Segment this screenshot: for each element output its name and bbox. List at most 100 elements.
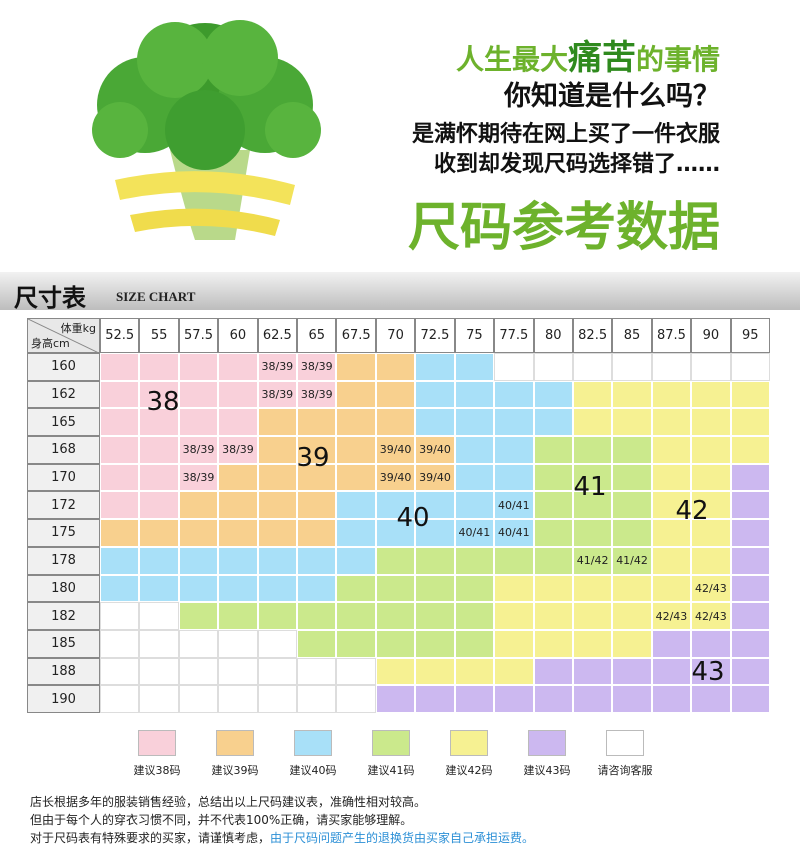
- size-cell: [297, 574, 337, 603]
- size-cell: [730, 657, 770, 686]
- broccoli-illustration: [92, 20, 321, 240]
- size-cell: [178, 602, 219, 630]
- size-cell: [494, 602, 534, 630]
- size-cell: [415, 353, 455, 381]
- size-cell: [257, 629, 298, 658]
- size-cell: 39/40: [375, 463, 416, 492]
- legend-swatch: [372, 730, 410, 756]
- size-cell: [691, 408, 731, 437]
- size-cell: [651, 629, 692, 658]
- size-cell: [533, 491, 573, 520]
- size-cell: 38/39: [297, 380, 337, 409]
- size-cell: [415, 629, 455, 658]
- size-cell: [218, 519, 258, 547]
- size-cell: [691, 380, 731, 409]
- size-cell: [415, 408, 455, 437]
- size-cell: [494, 574, 534, 603]
- size-cell: [139, 519, 179, 547]
- size-cell: [336, 519, 376, 547]
- size-cell: [218, 574, 258, 603]
- size-cell: [100, 353, 140, 381]
- size-cell: [612, 463, 652, 492]
- size-cell: 40/41: [494, 519, 534, 547]
- size-cell: [533, 408, 573, 437]
- text: 的事情: [635, 43, 720, 76]
- size-cell: [100, 519, 140, 547]
- size-cell: [612, 574, 652, 603]
- size-cell: [415, 491, 455, 520]
- size-cell: [572, 380, 613, 409]
- size-cell: [297, 408, 337, 437]
- weight-header: 95: [730, 318, 770, 353]
- size-cell: [730, 436, 770, 464]
- size-cell: [297, 463, 337, 492]
- size-cell: [454, 436, 495, 464]
- size-cell: [336, 436, 376, 464]
- size-cell: 39/40: [375, 436, 416, 464]
- size-cell: [100, 436, 140, 464]
- size-cell: [297, 657, 337, 686]
- weight-header: 57.5: [178, 318, 219, 353]
- size-cell: [375, 519, 416, 547]
- size-cell: [178, 519, 219, 547]
- size-cell: [730, 685, 770, 713]
- size-cell: [178, 574, 219, 603]
- size-cell: [100, 602, 140, 630]
- size-cell: [100, 685, 140, 713]
- size-cell: [218, 602, 258, 630]
- size-cell: [651, 353, 692, 381]
- weight-header: 87.5: [651, 318, 692, 353]
- size-cell: [139, 380, 179, 409]
- height-header: 185: [27, 629, 100, 658]
- weight-header: 55: [139, 318, 179, 353]
- size-cell: [178, 685, 219, 713]
- size-cell: [218, 353, 258, 381]
- size-cell: [139, 657, 179, 686]
- size-cell: [454, 685, 495, 713]
- weight-header: 67.5: [336, 318, 376, 353]
- size-cell: [139, 602, 179, 630]
- size-cell: [494, 408, 534, 437]
- legend-label: 建议40码: [289, 764, 337, 777]
- size-cell: [651, 574, 692, 603]
- zone-label: 38: [146, 387, 180, 417]
- size-cell: [257, 657, 298, 686]
- height-header: 180: [27, 574, 100, 603]
- size-cell: [257, 602, 298, 630]
- size-cell: [730, 491, 770, 520]
- height-header: 175: [27, 519, 100, 547]
- header-line1: 人生最大痛苦的事情: [456, 30, 720, 79]
- size-cell: [691, 353, 731, 381]
- size-cell: [139, 436, 179, 464]
- size-cell: [415, 519, 455, 547]
- size-cell: [297, 436, 337, 464]
- size-cell: [494, 546, 534, 575]
- size-cell: [730, 519, 770, 547]
- text: 对于尺码表有特殊要求的买家，请谨慎考虑，: [30, 831, 271, 845]
- height-header: 170: [27, 463, 100, 492]
- weight-header: 80: [533, 318, 573, 353]
- size-cell: [612, 685, 652, 713]
- size-cell: [494, 380, 534, 409]
- header-line4: 收到却发现尺码选择错了……: [433, 152, 720, 177]
- size-cell: [730, 602, 770, 630]
- size-cell: [691, 546, 731, 575]
- zone-label: 39: [296, 443, 330, 473]
- size-cell: [375, 629, 416, 658]
- zone-label: 40: [396, 503, 430, 533]
- size-cell: [572, 463, 613, 492]
- size-cell: [100, 463, 140, 492]
- size-cell: [218, 685, 258, 713]
- size-cell: [651, 491, 692, 520]
- size-cell: [533, 463, 573, 492]
- legend-label: 建议43码: [523, 764, 571, 777]
- corner-top: 体重kg: [60, 322, 96, 335]
- legend-label: 请咨询客服: [597, 764, 653, 777]
- size-cell: [415, 657, 455, 686]
- weight-header: 60: [218, 318, 258, 353]
- legend-swatch: [294, 730, 332, 756]
- header-line3: 是满怀期待在网上买了一件衣服: [411, 122, 720, 147]
- size-cell: [730, 408, 770, 437]
- size-cell: 38/39: [257, 380, 298, 409]
